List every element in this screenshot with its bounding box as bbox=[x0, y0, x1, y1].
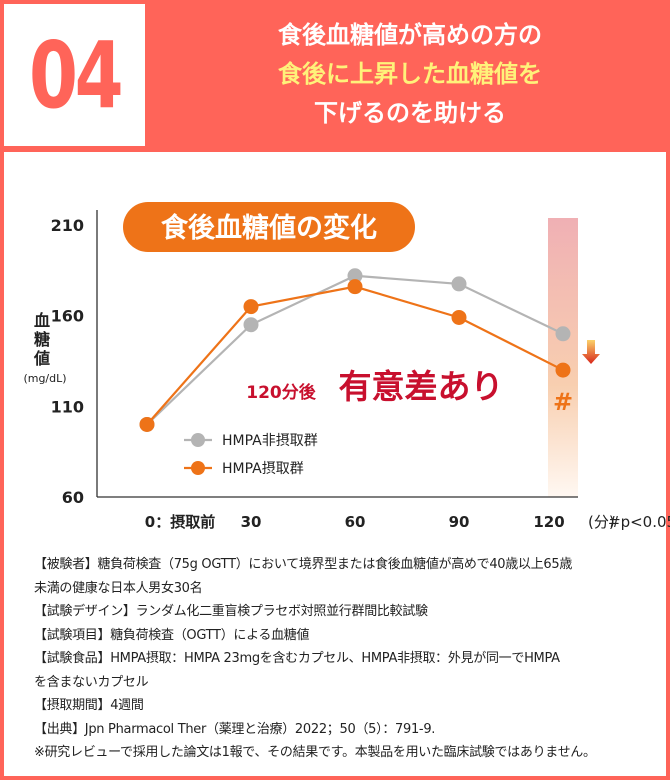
data-point bbox=[243, 317, 259, 333]
chart-title-pill bbox=[123, 202, 415, 252]
note-line: 【試験デザイン】ランダム化二重盲検プラセボ対照並行群間比較試験 bbox=[34, 604, 428, 619]
data-point bbox=[555, 362, 571, 378]
data-point bbox=[451, 309, 467, 325]
section-number-box: 04 bbox=[4, 4, 145, 146]
significance-band bbox=[548, 218, 578, 497]
note-line: 【摂取期間】4週間 bbox=[34, 698, 144, 713]
data-point bbox=[347, 268, 363, 284]
y-axis-label-char: 値 bbox=[33, 349, 50, 368]
legend-marker bbox=[191, 433, 205, 447]
legend-marker bbox=[191, 461, 205, 475]
y-tick-label: 60 bbox=[62, 488, 84, 507]
legend-label: HMPA非摂取群 bbox=[222, 433, 318, 449]
data-point bbox=[555, 326, 571, 342]
y-axis-label-char: 糖 bbox=[34, 330, 50, 349]
annotation-significant: 有意差あり bbox=[339, 367, 504, 406]
y-tick-label: 160 bbox=[51, 307, 84, 326]
headline-line-3: 下げるのを助ける bbox=[314, 99, 506, 127]
note-line: 【出典】Jpn Pharmacol Ther（薬理と治療）2022；50（5）：… bbox=[34, 721, 436, 737]
x-tick-label: 30 bbox=[241, 513, 262, 531]
note-line: ※研究レビューで採用した論文は1報で、その結果です。本製品を用いた臨床試験ではあ… bbox=[34, 745, 596, 760]
note-line: 【試験食品】HMPA摂取：HMPA 23mgを含むカプセル、HMPA非摂取：外見… bbox=[34, 651, 560, 666]
legend-label: HMPA摂取群 bbox=[222, 461, 304, 477]
data-point bbox=[347, 279, 363, 295]
headline: 食後血糖値が高めの方の 食後に上昇した血糖値を 下げるのを助ける bbox=[150, 16, 670, 133]
note-line: を含まないカプセル bbox=[34, 674, 149, 690]
annotation-prefix: 120分後 bbox=[246, 382, 316, 403]
significance-footnote: #p<0.05 bbox=[608, 513, 670, 531]
data-point bbox=[451, 276, 467, 292]
y-axis-unit: (mg/dL) bbox=[23, 372, 66, 385]
study-notes: 【被験者】糖負荷検査（75g OGTT）において境界型または食後血糖値が高めで4… bbox=[34, 553, 654, 765]
y-tick-label: 210 bbox=[51, 216, 84, 235]
data-point bbox=[139, 416, 155, 432]
x-axis-unit: (分) bbox=[588, 513, 615, 531]
data-point bbox=[243, 299, 259, 315]
note-line: 【被験者】糖負荷検査（75g OGTT）において境界型または食後血糖値が高めで4… bbox=[34, 557, 573, 572]
y-tick-label: 110 bbox=[51, 397, 84, 416]
x-tick-label: 90 bbox=[449, 513, 470, 531]
chart-title: 食後血糖値の変化 bbox=[161, 212, 377, 244]
x-tick-label: 60 bbox=[345, 513, 366, 531]
decrease-arrow-icon bbox=[582, 340, 600, 364]
section-number: 04 bbox=[28, 21, 124, 129]
note-line: 未満の健康な日本人男女30名 bbox=[34, 580, 203, 596]
y-axis-label-char: 血 bbox=[34, 311, 50, 330]
headline-line-2: 食後に上昇した血糖値を bbox=[278, 60, 542, 88]
x-tick-label: 0：摂取前 bbox=[145, 513, 215, 531]
note-line: 【試験項目】糖負荷検査（OGTT）による血糖値 bbox=[34, 627, 310, 643]
significance-mark: # bbox=[553, 388, 573, 416]
x-tick-label: 120 bbox=[533, 513, 564, 531]
headline-line-1: 食後血糖値が高めの方の bbox=[278, 21, 542, 49]
